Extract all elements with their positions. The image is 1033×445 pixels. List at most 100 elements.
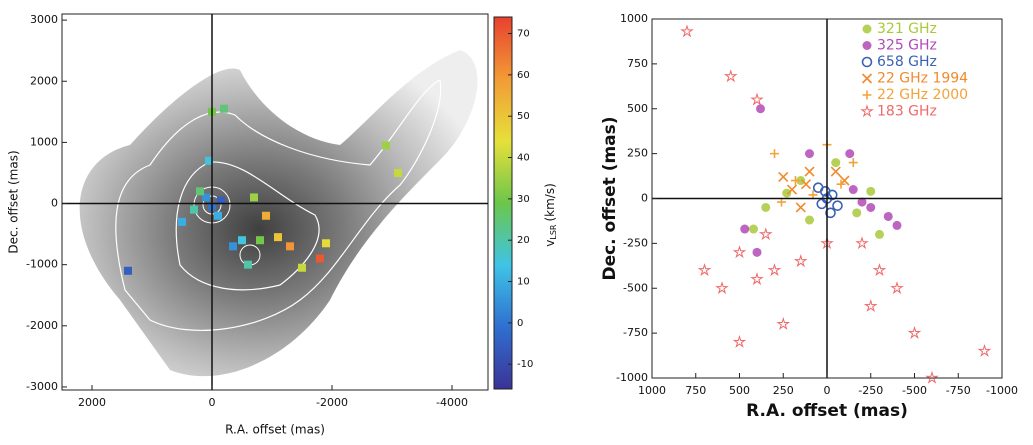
point — [756, 104, 765, 114]
y-axis-label: Dec. offset (mas) — [7, 150, 21, 253]
colorbar-label: vLSR (km/s) — [543, 183, 558, 247]
point — [855, 236, 869, 250]
colorbar-tick-label: 10 — [517, 277, 530, 288]
colorbar-tick-label: 60 — [517, 70, 530, 81]
x-axis-label: R.A. offset (mas) — [225, 423, 325, 437]
point — [776, 316, 791, 330]
point — [977, 343, 992, 357]
x-tick-label: -4000 — [436, 396, 468, 409]
legend-label: 183 GHz — [877, 104, 937, 120]
point — [697, 263, 712, 277]
colorbar-tick-label: 40 — [517, 153, 530, 164]
maser-spot — [322, 239, 330, 248]
point — [925, 370, 939, 384]
maser-spot — [196, 187, 204, 196]
colorbar-tick-label: 70 — [517, 29, 530, 40]
legend-marker — [860, 104, 874, 118]
point — [782, 188, 792, 198]
point — [825, 207, 836, 219]
point — [857, 197, 867, 207]
y-tick-label: 250 — [627, 147, 648, 160]
maser-spot — [316, 254, 324, 263]
maser-spot — [274, 233, 282, 242]
y-tick-label: 0 — [51, 197, 58, 210]
legend-label: 658 GHz — [877, 54, 937, 70]
point — [907, 325, 922, 340]
x-tick-label: -250 — [858, 384, 883, 397]
colorbar-label-unit: (km/s) — [543, 183, 557, 221]
maser-spot — [217, 196, 225, 205]
point — [890, 281, 904, 295]
maser-spot — [244, 260, 252, 269]
maser-spot — [250, 193, 258, 202]
x-tick-label: 250 — [773, 384, 794, 397]
point — [852, 208, 862, 218]
legend-label: 22 GHz 2000 — [877, 87, 968, 103]
x-tick-label: 0 — [824, 384, 831, 397]
legend-marker — [861, 73, 873, 84]
colorbar-label-sub: LSR — [549, 224, 558, 240]
maser-spot — [178, 217, 186, 226]
point — [749, 224, 758, 234]
colorbar-tick-label: -10 — [517, 359, 533, 370]
point — [866, 186, 876, 196]
x-axis-label: R.A. offset (mas) — [746, 401, 908, 421]
point — [805, 149, 814, 159]
maser-spot — [202, 193, 210, 202]
point — [793, 254, 808, 268]
legend-label: 321 GHz — [877, 21, 937, 37]
legend-marker — [862, 90, 872, 100]
y-tick-label: -500 — [623, 281, 648, 294]
point — [796, 176, 806, 186]
colorbar-tick-label: 50 — [517, 111, 530, 122]
point — [848, 158, 858, 168]
point — [816, 198, 828, 210]
point — [770, 149, 779, 159]
point — [875, 229, 884, 239]
plot-points — [680, 24, 992, 384]
left-panel: 2000 0 -2000 -4000 3000 2000 1000 0 -1000 -2000 -3… — [7, 13, 558, 436]
legend-label: 325 GHz — [877, 38, 937, 54]
colorbar-label-symbol: v — [543, 240, 557, 247]
x-tick-label: 500 — [729, 384, 750, 397]
maser-spot — [256, 236, 264, 245]
y-tick-label: 2000 — [30, 74, 58, 87]
point — [804, 166, 815, 177]
point — [830, 166, 841, 177]
y-tick-label: 3000 — [30, 13, 58, 26]
colorbar-tick-label: 20 — [517, 235, 530, 246]
point — [795, 202, 806, 213]
point — [786, 184, 798, 195]
colorbar-tick-label: 30 — [517, 194, 530, 205]
maser-spot — [238, 236, 246, 245]
maser-spot — [382, 141, 390, 150]
y-tick-label: 500 — [627, 102, 648, 115]
x-tick-label: 750 — [685, 384, 706, 397]
x-tick-label: -1000 — [986, 384, 1018, 397]
point — [723, 69, 738, 83]
y-tick-label: -750 — [623, 326, 648, 339]
point — [892, 220, 902, 230]
y-tick-label: 750 — [627, 57, 648, 70]
point — [758, 227, 773, 241]
y-tick-label: -1000 — [26, 258, 58, 271]
x-tick-label: -750 — [946, 384, 971, 397]
y-tick-label: -250 — [623, 236, 648, 249]
point — [800, 179, 812, 190]
point — [740, 224, 750, 234]
point — [715, 281, 729, 295]
point — [836, 179, 846, 189]
y-tick-label: 0 — [641, 192, 648, 205]
x-tick-label: 2000 — [78, 396, 106, 409]
point — [778, 171, 789, 183]
point — [752, 247, 762, 257]
y-axis-label: Dec. offset (mas) — [600, 116, 620, 280]
point — [791, 176, 800, 186]
colorbar — [493, 16, 513, 390]
point — [750, 272, 764, 286]
point — [805, 215, 814, 225]
y-tick-label: -1000 — [616, 371, 648, 384]
point — [832, 200, 843, 211]
legend-marker — [862, 41, 872, 50]
